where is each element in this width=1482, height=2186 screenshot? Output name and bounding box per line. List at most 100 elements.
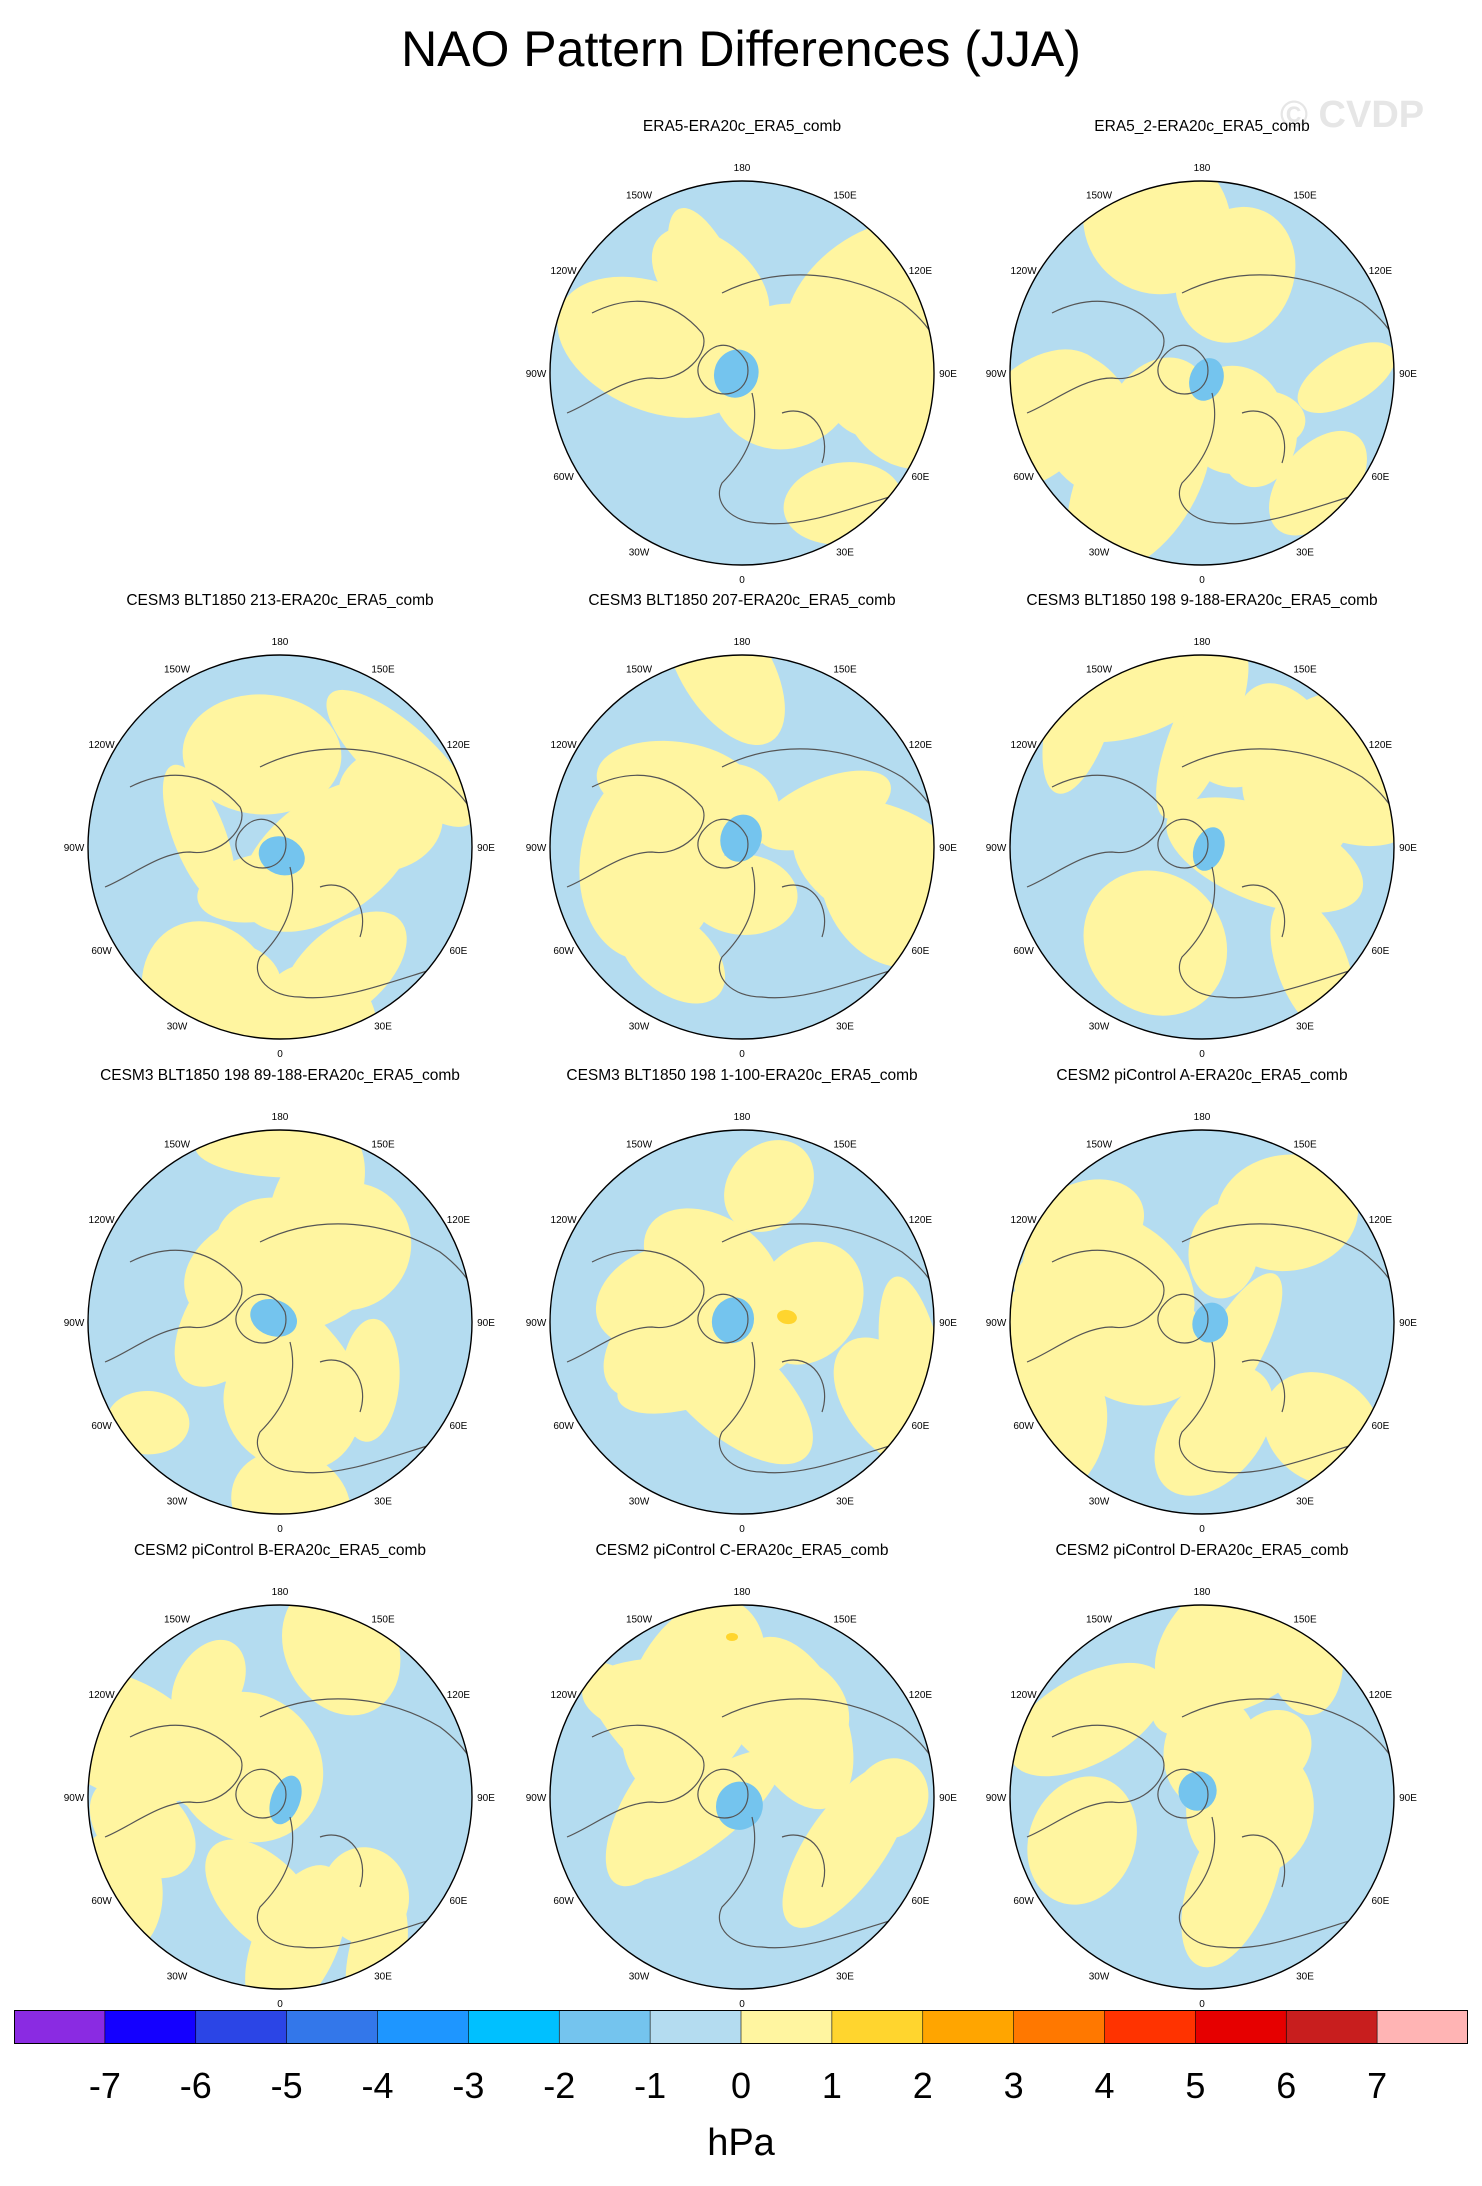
map-panel: CESM2 piControl B-ERA20c_ERA5_comb 180 150… [45,1542,515,2017]
longitude-label: 0 [1199,1049,1205,1060]
panel-title: ERA5_2-ERA20c_ERA5_comb [1094,118,1310,135]
longitude-label: 0 [739,1999,745,2010]
longitude-label: 60W [553,1896,574,1907]
colorbar-tick-label: 1 [822,2065,842,2106]
longitude-label: 150E [833,1140,857,1151]
longitude-label: 150W [164,665,191,676]
longitude-label: 90W [986,1318,1007,1329]
colorbar-tick-label: -4 [361,2065,393,2106]
colorbar-swatch [1104,2010,1196,2044]
longitude-label: 30W [1089,1971,1110,1982]
longitude-label: 90E [939,843,957,854]
longitude-label: 120E [909,740,933,751]
longitude-label: 150W [1086,191,1113,202]
longitude-label: 30E [374,1971,392,1982]
longitude-label: 120E [1369,266,1393,277]
colorbar-tick-label: -5 [271,2065,303,2106]
longitude-label: 60E [912,1421,930,1432]
longitude-label: 90E [477,1318,495,1329]
colorbar-swatch [377,2010,469,2044]
longitude-label: 30E [1296,1021,1314,1032]
longitude-label: 60W [91,1896,112,1907]
panel-title: CESM3 BLT1850 198 1-100-ERA20c_ERA5_comb [566,1067,918,1084]
longitude-label: 0 [277,1999,283,2010]
longitude-label: 0 [1199,1524,1205,1535]
longitude-label: 180 [734,637,751,648]
longitude-label: 0 [1199,575,1205,586]
longitude-label: 120E [447,1690,471,1701]
colorbar-tick-label: 3 [1004,2065,1024,2106]
polar-map: 180 150E 120E 90E 60E 30E 0 30W 60W 90W 120W 150W [526,1587,958,2010]
longitude-label: 60W [553,472,574,483]
longitude-label: 30W [629,1496,650,1507]
figure-title: NAO Pattern Differences (JJA) [401,21,1081,77]
longitude-label: 60W [1013,1421,1034,1432]
longitude-label: 30W [1089,547,1110,558]
longitude-label: 90E [477,1793,495,1804]
longitude-label: 120E [909,1215,933,1226]
panel-title: CESM2 piControl A-ERA20c_ERA5_comb [1056,1067,1348,1084]
map-panel: ERA5-ERA20c_ERA5_comb 180 150E 120E 90E 60E 30… [507,118,977,593]
longitude-label: 150E [833,665,857,676]
longitude-label: 30W [629,1021,650,1032]
longitude-label: 150W [626,665,653,676]
polar-map: 180 150E 120E 90E 60E 30E 0 30W 60W 90W 120W 150W [526,1112,958,1535]
polar-map: 180 150E 120E 90E 60E 30E 0 30W 60W 90W 120W 150W [986,1112,1418,1535]
colorbar-swatch [1377,2010,1468,2044]
panel-title: CESM2 piControl D-ERA20c_ERA5_comb [1055,1542,1349,1559]
longitude-label: 30E [1296,547,1314,558]
longitude-label: 90E [477,843,495,854]
longitude-label: 120W [89,740,116,751]
longitude-label: 60E [1372,1421,1390,1432]
polar-map: 180 150E 120E 90E 60E 30E 0 30W 60W 90W 120W 150W [64,1112,496,1535]
longitude-label: 30W [1089,1496,1110,1507]
longitude-label: 180 [1194,1587,1211,1598]
colorbar-tick-label: 2 [913,2065,933,2106]
longitude-label: 90E [939,1793,957,1804]
longitude-label: 120E [909,1690,933,1701]
longitude-label: 30E [374,1021,392,1032]
panel-title: CESM3 BLT1850 198 89-188-ERA20c_ERA5_com… [100,1067,460,1084]
longitude-label: 150W [1086,665,1113,676]
longitude-label: 90W [986,1793,1007,1804]
panel-title: ERA5-ERA20c_ERA5_comb [642,118,842,135]
map-panel: CESM3 BLT1850 207-ERA20c_ERA5_comb 180 150… [507,592,977,1067]
longitude-label: 120E [447,1215,471,1226]
colorbar-swatch [14,2010,105,2044]
colorbar-swatch [1286,2010,1378,2044]
longitude-label: 150E [833,191,857,202]
polar-map: 180 150E 120E 90E 60E 30E 0 30W 60W 90W 120W 150W [64,1587,496,2010]
colorbar-swatch [195,2010,287,2044]
longitude-label: 120W [1011,266,1038,277]
colorbar-swatch [286,2010,378,2044]
colorbar-swatch [1013,2010,1105,2044]
colorbar-tick-label: 4 [1094,2065,1114,2106]
longitude-label: 60E [1372,1896,1390,1907]
longitude-label: 180 [272,637,289,648]
panel-title: CESM2 piControl B-ERA20c_ERA5_comb [133,1542,427,1559]
longitude-label: 120E [447,740,471,751]
map-panel: CESM3 BLT1850 213-ERA20c_ERA5_comb 180 150… [45,592,515,1067]
longitude-label: 180 [734,1112,751,1123]
colorbar-swatch [559,2010,651,2044]
map-panel: CESM3 BLT1850 198 1-100-ERA20c_ERA5_comb… [507,1067,977,1542]
longitude-label: 150E [371,1615,395,1626]
colorbar-unit: hPa [707,2122,775,2164]
longitude-label: 60W [1013,946,1034,957]
map-panel: CESM2 piControl A-ERA20c_ERA5_comb 180 150… [967,1067,1437,1542]
colorbar-tick-label: 5 [1185,2065,1205,2106]
colorbar-swatch [922,2010,1014,2044]
longitude-label: 180 [734,163,751,174]
colorbar-tick-label: -6 [180,2065,212,2106]
longitude-label: 30E [1296,1496,1314,1507]
longitude-label: 60W [91,1421,112,1432]
longitude-label: 60E [1372,472,1390,483]
longitude-label: 60W [553,946,574,957]
longitude-label: 150E [1293,1615,1317,1626]
longitude-label: 90W [64,1318,85,1329]
longitude-label: 90E [1399,369,1417,380]
longitude-label: 90E [939,1318,957,1329]
longitude-label: 150W [1086,1140,1113,1151]
longitude-label: 180 [734,1587,751,1598]
longitude-label: 90E [1399,1793,1417,1804]
